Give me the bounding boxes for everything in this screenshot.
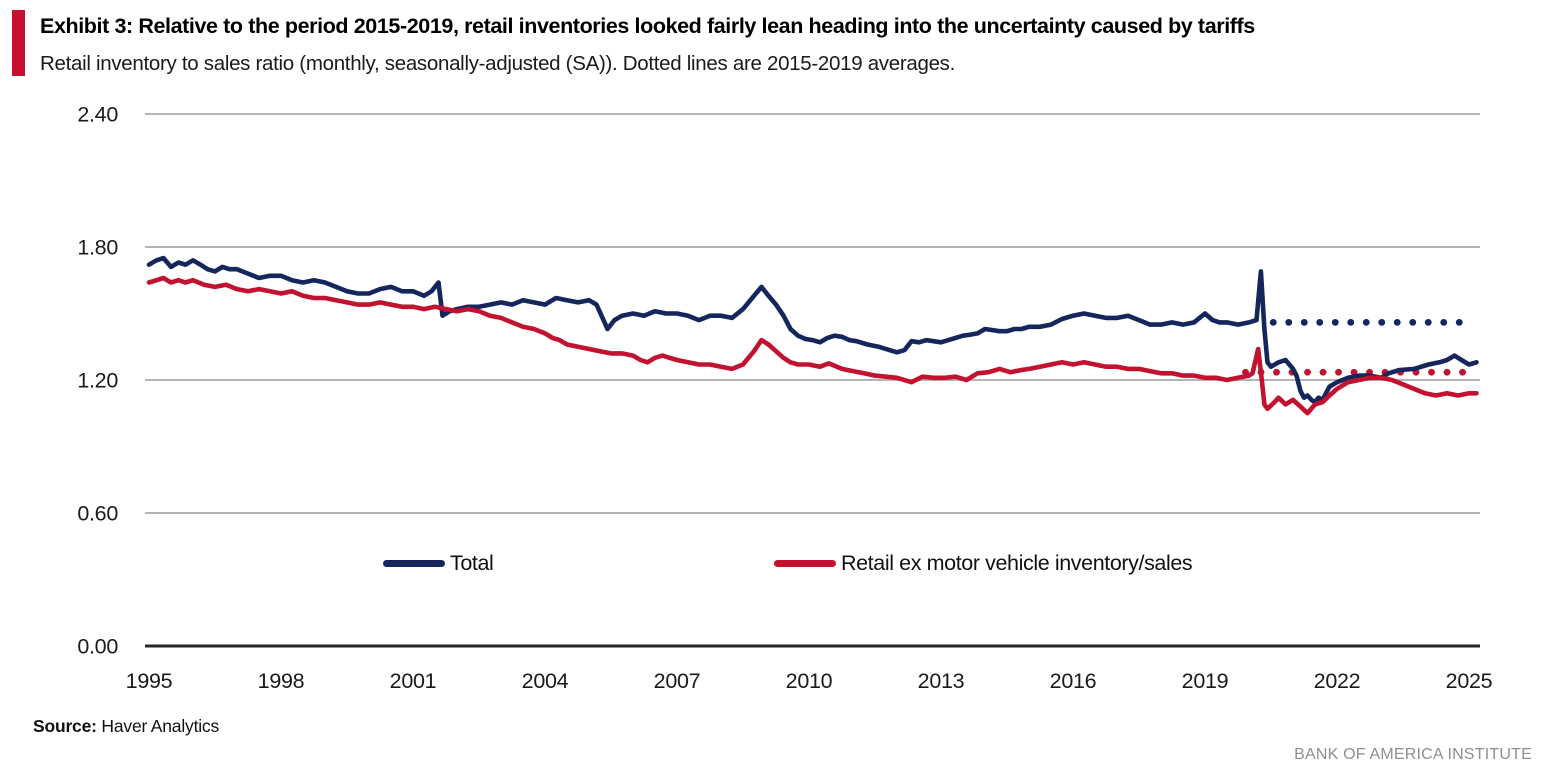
x-tick-label-2022: 2022 — [1314, 669, 1361, 693]
y-tick-label-0.00: 0.00 — [77, 635, 118, 659]
x-tick-label-2013: 2013 — [918, 669, 965, 693]
x-tick-label-2007: 2007 — [654, 669, 701, 693]
y-tick-label-1.20: 1.20 — [77, 368, 118, 392]
x-tick-label-2016: 2016 — [1050, 669, 1097, 693]
y-axis-labels: 0.00 0.60 1.20 1.80 2.40 — [77, 102, 118, 658]
source-line: Source: Haver Analytics — [33, 716, 219, 737]
chart-subtitle: Retail inventory to sales ratio (monthly… — [40, 52, 956, 75]
x-tick-label-2019: 2019 — [1182, 669, 1229, 693]
x-axis-labels: 1995 1998 2001 2004 2007 2010 2013 2016 2019 2022… — [126, 669, 1493, 693]
x-tick-label-1995: 1995 — [126, 669, 173, 693]
average-dotted-lines — [1242, 318, 1472, 376]
source-text: Haver Analytics — [96, 716, 220, 736]
y-tick-label-1.80: 1.80 — [77, 235, 118, 259]
y-tick-label-2.40: 2.40 — [77, 102, 118, 126]
y-tick-label-0.60: 0.60 — [77, 502, 118, 526]
series-lines — [146, 255, 1479, 416]
x-tick-label-2010: 2010 — [786, 669, 833, 693]
series-line-ex-motor-vehicle — [146, 275, 1479, 416]
gridlines — [145, 112, 1480, 648]
footer-brand: BANK OF AMERICA INSTITUTE — [1294, 746, 1532, 763]
x-tick-label-1998: 1998 — [258, 669, 305, 693]
exhibit-title: Exhibit 3: Relative to the period 2015-2… — [40, 14, 1255, 38]
series-line-total — [146, 255, 1479, 405]
x-tick-label-2001: 2001 — [390, 669, 437, 693]
exhibit-accent-bar — [12, 10, 25, 76]
x-tick-label-2025: 2025 — [1446, 669, 1493, 693]
x-tick-label-2004: 2004 — [522, 669, 569, 693]
source-label: Source: — [33, 716, 97, 736]
